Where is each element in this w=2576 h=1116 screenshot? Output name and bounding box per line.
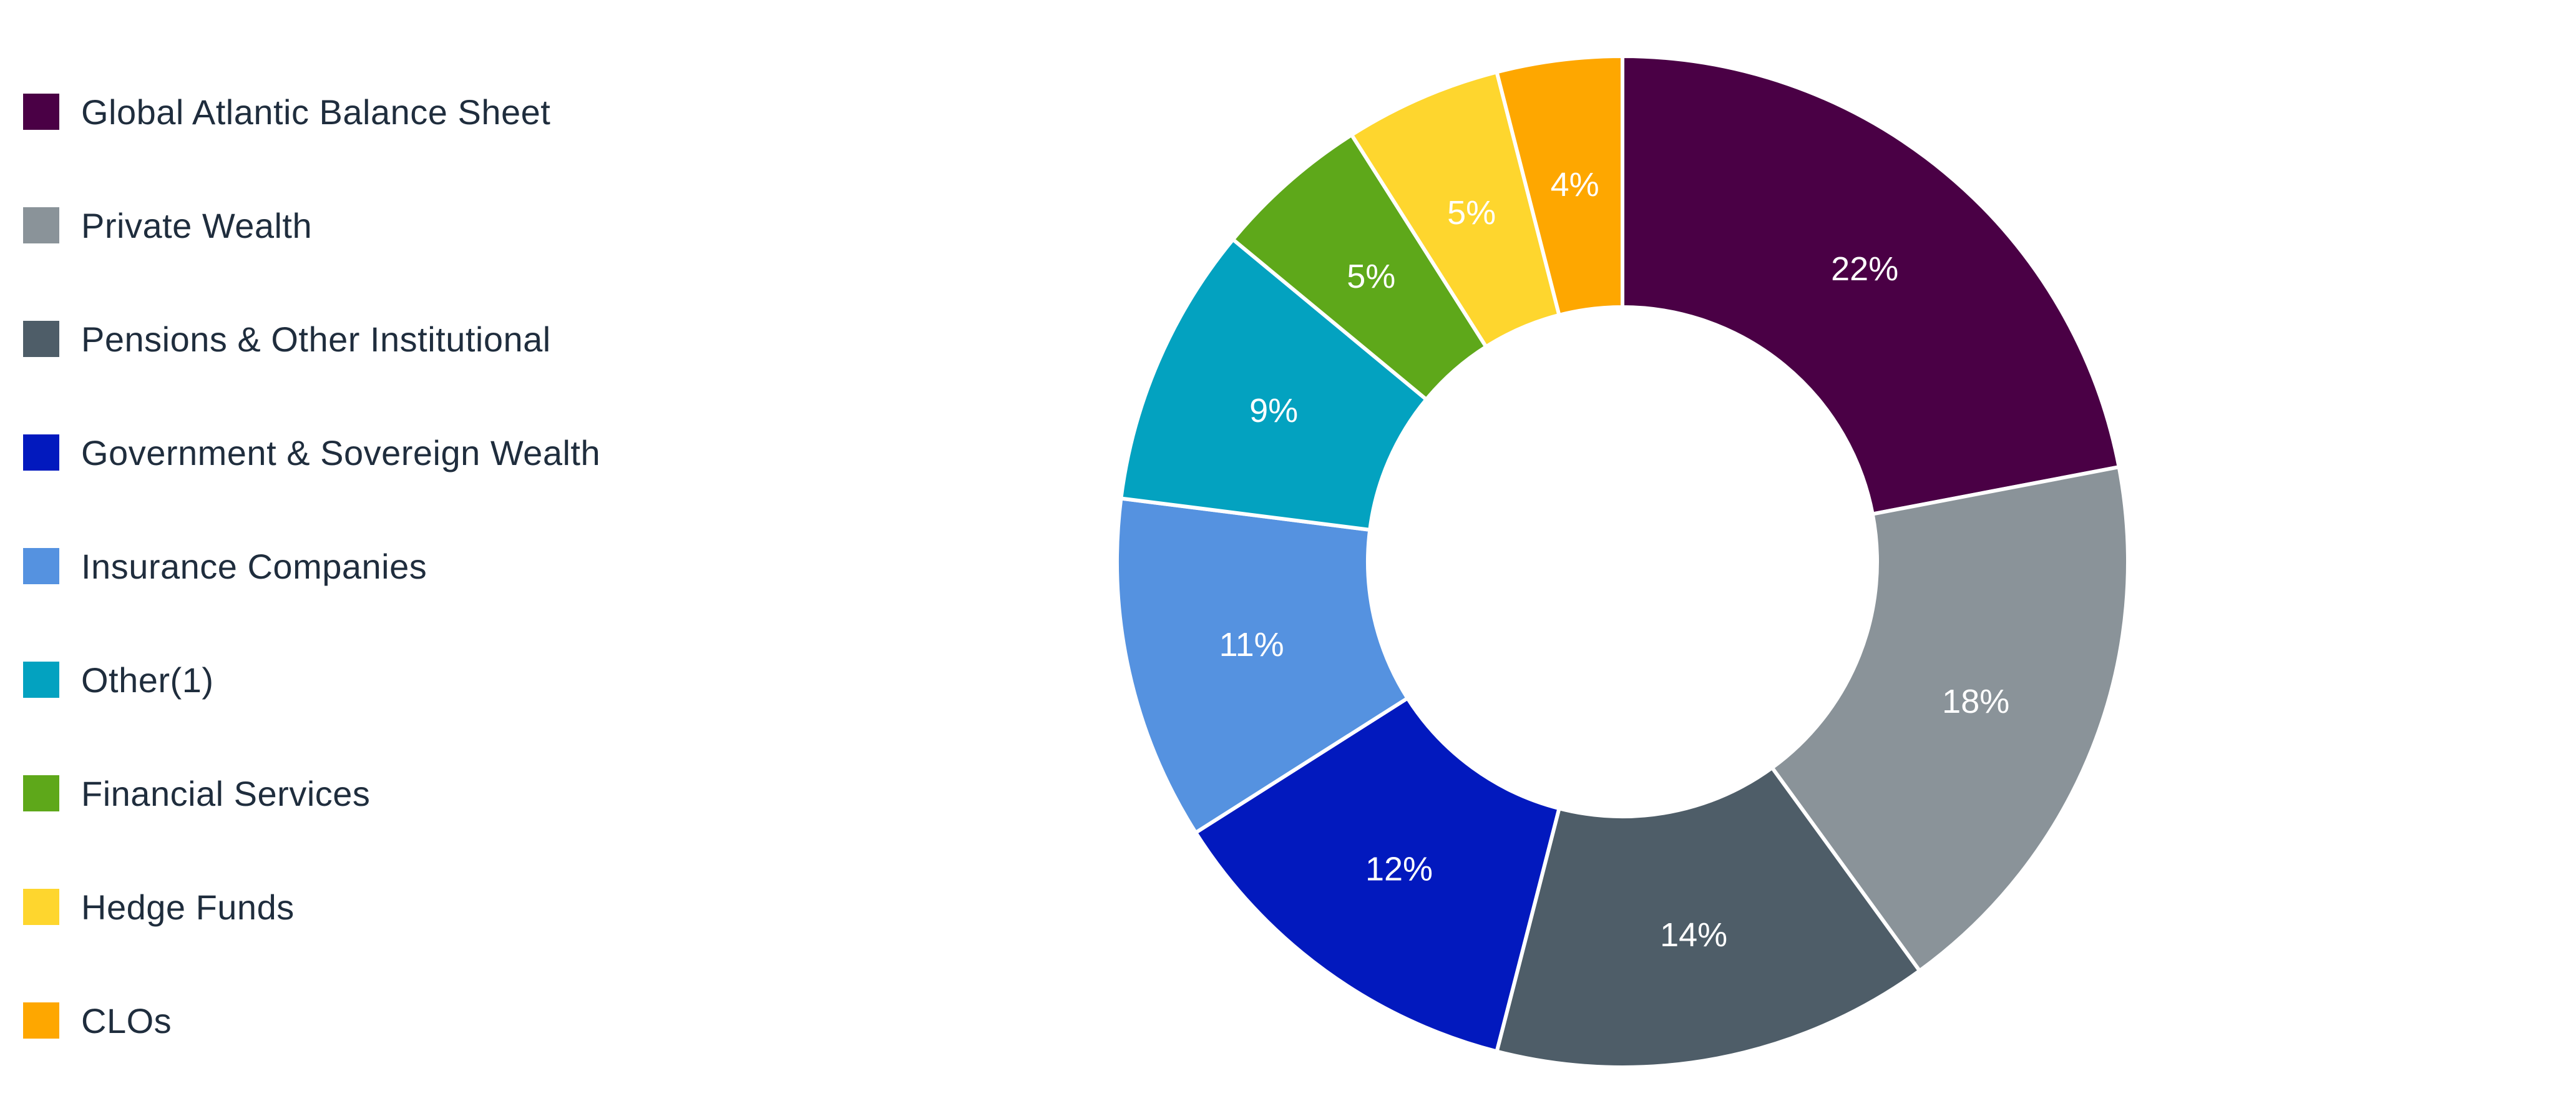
slice-data-label: 18% — [1942, 683, 2009, 720]
legend-swatch — [23, 207, 59, 243]
donut-slice — [1119, 237, 1428, 532]
slice-data-label: 5% — [1347, 258, 1395, 295]
slice-data-label: 14% — [1660, 916, 1727, 954]
donut-slice — [1194, 696, 1561, 1054]
legend-swatch — [23, 775, 59, 811]
slice-data-label: 5% — [1447, 194, 1496, 232]
legend-label: Insurance Companies — [81, 546, 427, 586]
legend-item: Private Wealth — [23, 206, 312, 245]
legend-item: Pensions & Other Institutional — [23, 319, 551, 359]
legend-label: Financial Services — [81, 773, 371, 813]
legend-item: Insurance Companies — [23, 546, 427, 586]
slice-data-label: 12% — [1365, 851, 1433, 888]
legend-swatch — [23, 548, 59, 584]
donut-slice — [1115, 496, 1410, 835]
legend-item: Global Atlantic Balance Sheet — [23, 92, 551, 132]
legend-label: Pensions & Other Institutional — [81, 319, 551, 359]
slice-data-label: 9% — [1249, 392, 1298, 429]
donut-slice — [1495, 766, 1922, 1069]
legend-label: Global Atlantic Balance Sheet — [81, 92, 551, 132]
legend-label: CLOs — [81, 1001, 172, 1040]
slice-data-label: 22% — [1831, 250, 1898, 288]
legend-item: Other(1) — [23, 660, 214, 700]
legend-swatch — [23, 321, 59, 357]
slice-data-label: 11% — [1219, 626, 1284, 663]
legend-label: Hedge Funds — [81, 887, 295, 927]
legend-swatch — [23, 434, 59, 471]
donut-slice — [1495, 54, 1624, 317]
donut-slice — [1770, 465, 2130, 973]
legend-item: Hedge Funds — [23, 887, 295, 927]
legend-swatch — [23, 94, 59, 130]
legend-label: Other(1) — [81, 660, 214, 700]
legend-swatch — [23, 662, 59, 698]
donut-slice — [1621, 54, 2121, 516]
legend-item: Government & Sovereign Wealth — [23, 433, 600, 472]
legend-item: Financial Services — [23, 774, 370, 813]
legend-swatch — [23, 1002, 59, 1039]
legend-item: CLOs — [23, 1001, 172, 1040]
donut-chart-svg: 22% 18% 14% 12% 11% 9% 5% 5% 4% — [1115, 54, 2130, 1069]
legend-label: Government & Sovereign Wealth — [81, 433, 601, 472]
legend-swatch — [23, 889, 59, 925]
legend-label: Private Wealth — [81, 205, 313, 245]
donut-chart: 22% 18% 14% 12% 11% 9% 5% 5% 4% — [1111, 50, 2134, 1074]
slice-data-label: 4% — [1551, 166, 1599, 203]
